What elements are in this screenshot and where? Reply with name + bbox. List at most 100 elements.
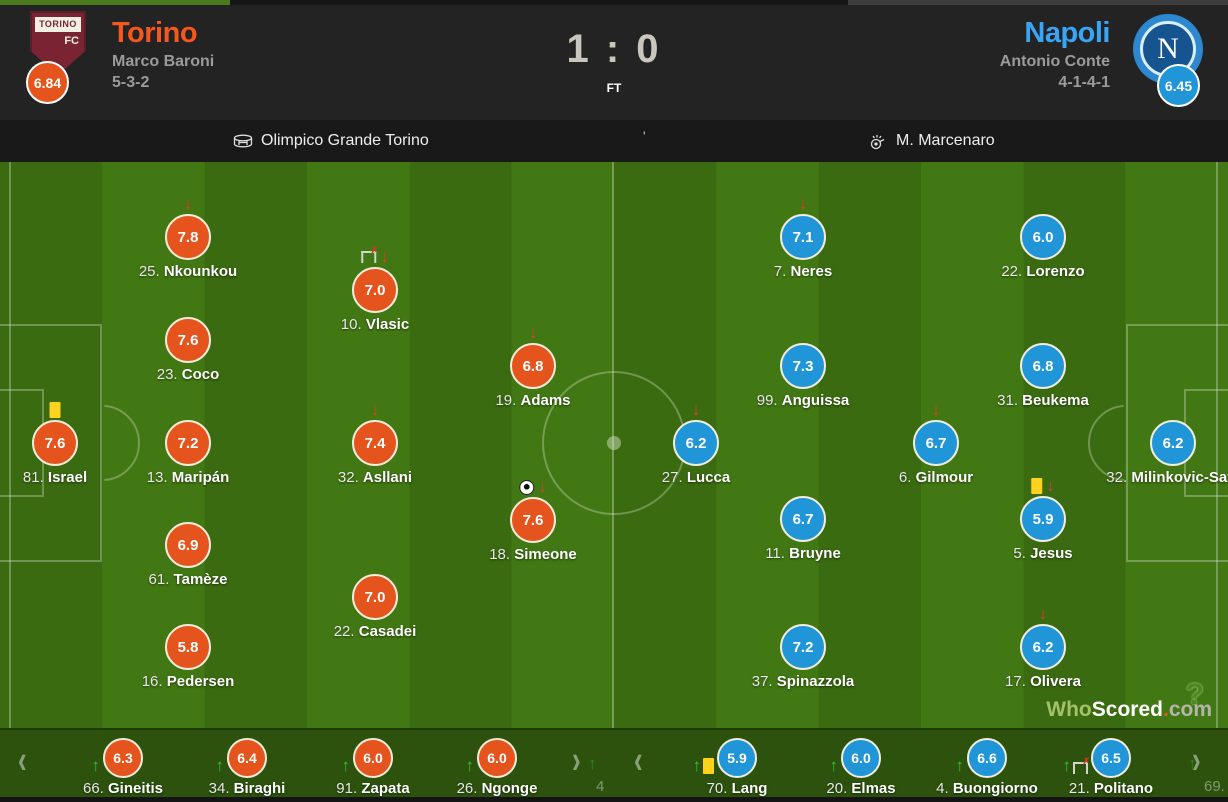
player-lorenzo[interactable]: 6.0 22. Lorenzo [1001,214,1085,280]
chevron-left-icon[interactable]: ‹ [18,736,27,782]
player-rating-badge[interactable]: 6.3 [103,738,143,778]
match-status: FT [606,81,622,95]
pitch-penalty-area-left [0,324,102,562]
player-tameze[interactable]: 6.9 61. Tamèze [149,522,227,588]
sub-elmas[interactable]: ↑ 6.0 20. Elmas [826,738,896,797]
player-rating-badge[interactable]: 7.8 [165,214,211,260]
player-neres[interactable]: ↓ 7.1 7. Neres [773,194,833,280]
player-simeone[interactable]: ↓ 7.6 18. Simeone [489,477,577,563]
player-rating-badge[interactable]: 6.8 [510,343,556,389]
player-rating-badge[interactable]: 7.2 [780,624,826,670]
player-beukema[interactable]: 6.8 31. Beukema [997,343,1089,409]
player-milinkovic-savic[interactable]: 6.2 32. Milinkovic-Savi [1106,420,1228,486]
goal-icon [519,479,535,495]
sub-lang[interactable]: ↑ 5.9 70. Lang [693,738,767,797]
pitch-goal-line-left [9,162,11,728]
whoscored-watermark: WhoScored.com [1046,698,1212,721]
chevron-right-icon[interactable]: › [1192,736,1201,782]
referee-name: M. Marcenaro [896,132,995,149]
player-israel[interactable]: 7.6 81. Israel [23,402,87,486]
sub-off-icon: ↓ [691,400,701,419]
score: 1 : 0 [566,27,662,71]
player-rating-badge[interactable]: 7.1 [780,214,826,260]
sub-zapata[interactable]: ↑ 6.0 91. Zapata [336,738,410,797]
player-rating-badge[interactable]: 6.7 [913,420,959,466]
player-casadei[interactable]: 7.0 22. Casadei [334,574,416,640]
sub-on-icon-faint: ↑ [588,754,597,773]
player-rating-badge[interactable]: 6.0 [841,738,881,778]
home-formation: 5-3-2 [112,74,150,91]
pitch-goal-line-right [1216,162,1218,728]
player-pedersen[interactable]: 5.8 16. Pedersen [142,624,234,690]
overflow-sub-left: 4 [596,778,605,795]
bottom-strip [0,797,1228,802]
player-rating-badge[interactable]: 6.4 [227,738,267,778]
player-rating-badge[interactable]: 6.9 [165,522,211,568]
substitutes-bar: ‹ ↑ 6.3 66. Gineitis ↑ 6.4 34. Biraghi ↑… [0,728,1228,797]
separator-tick: ' [643,128,646,144]
player-lucca[interactable]: ↓ 6.2 27. Lucca [661,400,731,486]
player-maripan[interactable]: 7.2 13. Maripán [147,420,229,486]
sub-on-icon: ↑ [829,756,839,775]
player-rating-badge[interactable]: 7.6 [510,497,556,543]
player-adams[interactable]: ↓ 6.8 19. Adams [495,323,571,409]
yellow-card-icon [703,758,714,774]
yellow-card-icon [49,402,61,418]
player-jesus[interactable]: ↓ 5.9 5. Jesus [1013,476,1073,562]
player-nkounkou[interactable]: ↓ 7.8 25. Nkounkou [138,194,238,280]
player-rating-badge[interactable]: 6.0 [477,738,517,778]
player-rating-badge[interactable]: 5.8 [165,624,211,670]
player-rating-badge[interactable]: 6.2 [1150,420,1196,466]
referee-whistle-icon [868,133,888,150]
player-rating-badge[interactable]: 7.2 [165,420,211,466]
player-rating-badge[interactable]: 7.0 [352,267,398,313]
chevron-left-icon[interactable]: ‹ [634,736,643,782]
player-rating-badge[interactable]: 5.9 [717,738,757,778]
away-team-name[interactable]: Napoli [1024,17,1110,49]
player-rating-badge[interactable]: 7.0 [352,574,398,620]
sub-gineitis[interactable]: ↑ 6.3 66. Gineitis [83,738,163,797]
sub-off-icon: ↓ [1046,476,1055,495]
player-rating-badge[interactable]: 7.6 [32,420,78,466]
player-asllani[interactable]: ↓ 7.4 32. Asllani [337,400,413,486]
player-rating-badge[interactable]: 6.7 [780,496,826,542]
sub-off-icon: ↓ [183,194,193,213]
sub-on-icon: ↑ [341,756,351,775]
sub-on-icon: ↑ [692,756,702,775]
player-anguissa[interactable]: 7.3 99. Anguissa [757,343,849,409]
yellow-card-icon [1031,478,1043,494]
venue-name: Olimpico Grande Torino [261,132,429,149]
player-rating-badge[interactable]: 6.6 [967,738,1007,778]
player-bruyne[interactable]: 6.7 11. Bruyne [765,496,841,562]
player-spinazzola[interactable]: 7.2 37. Spinazzola [752,624,854,690]
home-team-name[interactable]: Torino [112,17,198,49]
player-vlasic[interactable]: ✗ ↓ 7.0 10. Vlasic [340,245,410,333]
pitch-center-spot [607,436,621,450]
player-rating-badge[interactable]: 6.5 [1091,738,1131,778]
sub-biraghi[interactable]: ↑ 6.4 34. Biraghi [209,738,285,797]
player-rating-badge[interactable]: 6.2 [673,420,719,466]
player-olivera[interactable]: ↓ 6.2 17. Olivera [1005,604,1081,690]
player-rating-badge[interactable]: 6.8 [1020,343,1066,389]
chevron-right-icon[interactable]: › [572,736,581,782]
player-rating-badge[interactable]: 7.3 [780,343,826,389]
sub-buongiorno[interactable]: ↑ 6.6 4. Buongiorno [936,738,1038,797]
player-rating-badge[interactable]: 7.4 [352,420,398,466]
player-gilmour[interactable]: ↓ 6.7 6. Gilmour [898,400,974,486]
player-rating-badge[interactable]: 6.0 [353,738,393,778]
player-rating-badge[interactable]: 6.2 [1020,624,1066,670]
player-rating-badge[interactable]: 5.9 [1020,496,1066,542]
away-team-rating-badge: 6.45 [1157,64,1200,107]
sub-on-icon-faint: ↑ [1188,754,1197,773]
sub-off-icon: ↓ [798,194,808,213]
torino-crest-fc: FC [64,35,79,47]
torino-crest-text: TORINO [35,17,81,32]
player-rating-badge[interactable]: 6.0 [1020,214,1066,260]
sub-politano[interactable]: ↑ ✗ 6.5 21. Politano [1063,738,1153,797]
sub-off-icon: ↓ [931,400,941,419]
player-rating-badge[interactable]: 7.6 [165,317,211,363]
player-coco[interactable]: 7.6 23. Coco [157,317,219,383]
sub-ngonge[interactable]: ↑ 6.0 26. Ngonge [457,738,537,797]
overflow-sub-right: 69. [1204,778,1225,795]
